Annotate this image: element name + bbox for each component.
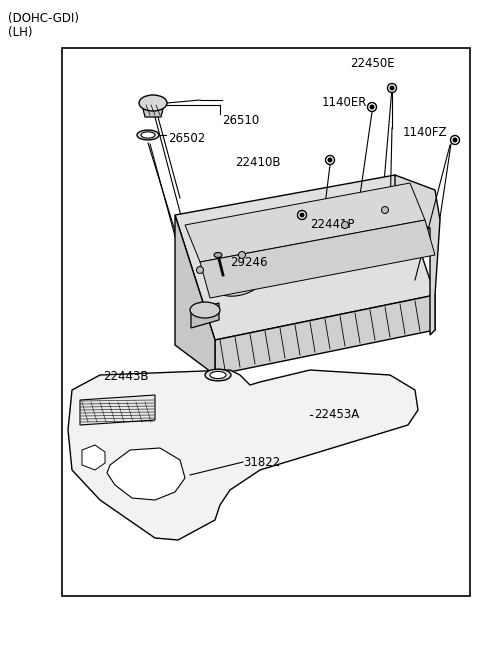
Ellipse shape xyxy=(226,278,254,292)
Ellipse shape xyxy=(362,220,406,242)
Ellipse shape xyxy=(266,256,310,278)
Ellipse shape xyxy=(218,274,262,296)
Polygon shape xyxy=(143,109,163,117)
Text: 29246: 29246 xyxy=(230,257,267,269)
Polygon shape xyxy=(82,445,105,470)
Text: 22453A: 22453A xyxy=(314,409,359,422)
Polygon shape xyxy=(175,175,435,340)
Ellipse shape xyxy=(137,130,159,140)
Circle shape xyxy=(368,102,376,111)
Bar xyxy=(62,48,470,596)
Circle shape xyxy=(453,138,457,141)
Text: 22410B: 22410B xyxy=(235,157,280,170)
Circle shape xyxy=(390,86,394,90)
Circle shape xyxy=(298,210,307,219)
Ellipse shape xyxy=(214,252,222,257)
Polygon shape xyxy=(80,395,155,425)
Polygon shape xyxy=(395,175,440,335)
Text: 26510: 26510 xyxy=(222,114,259,127)
Text: 22450E: 22450E xyxy=(350,57,395,70)
Ellipse shape xyxy=(274,260,302,274)
Circle shape xyxy=(341,221,348,229)
Text: (LH): (LH) xyxy=(8,26,33,39)
Circle shape xyxy=(451,136,459,145)
Text: (DOHC-GDI): (DOHC-GDI) xyxy=(8,12,79,25)
Circle shape xyxy=(370,105,374,109)
Circle shape xyxy=(239,252,245,259)
Polygon shape xyxy=(191,303,219,328)
Ellipse shape xyxy=(210,371,226,379)
Circle shape xyxy=(300,213,304,217)
Polygon shape xyxy=(107,448,185,500)
Text: 26502: 26502 xyxy=(168,132,205,145)
Ellipse shape xyxy=(314,238,358,260)
Ellipse shape xyxy=(139,95,167,111)
Text: 1140ER: 1140ER xyxy=(322,96,367,109)
Text: 1140FZ: 1140FZ xyxy=(403,126,447,138)
Polygon shape xyxy=(175,215,215,375)
Text: 22441P: 22441P xyxy=(310,218,355,231)
Polygon shape xyxy=(200,220,435,298)
Circle shape xyxy=(328,159,332,162)
Circle shape xyxy=(382,206,388,214)
Ellipse shape xyxy=(370,224,398,238)
Text: 22443B: 22443B xyxy=(103,371,148,383)
Ellipse shape xyxy=(322,242,350,256)
Polygon shape xyxy=(215,295,435,375)
Ellipse shape xyxy=(141,132,155,138)
Polygon shape xyxy=(68,370,418,540)
Circle shape xyxy=(387,83,396,92)
Text: 31822: 31822 xyxy=(243,455,280,468)
Ellipse shape xyxy=(190,302,220,318)
Circle shape xyxy=(325,155,335,164)
Ellipse shape xyxy=(205,369,231,381)
Circle shape xyxy=(196,267,204,274)
Polygon shape xyxy=(185,183,425,262)
